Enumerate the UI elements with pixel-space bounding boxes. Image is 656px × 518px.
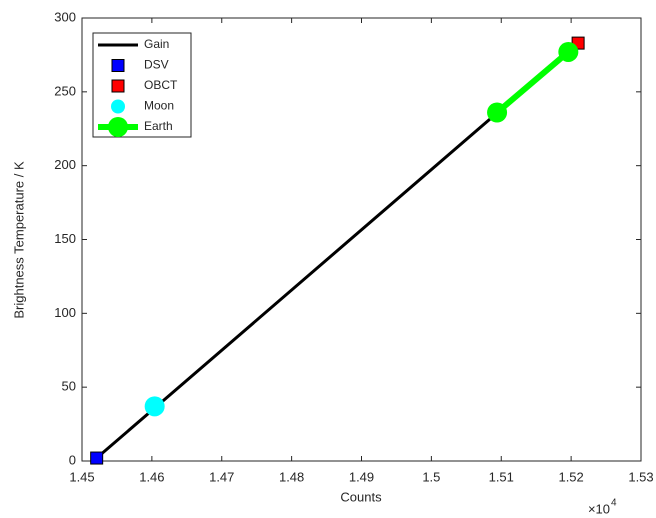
x-tick-label: 1.5 — [422, 469, 440, 484]
x-tick-label: 1.47 — [209, 469, 234, 484]
x-tick-label: 1.48 — [279, 469, 304, 484]
x-tick-label: 1.53 — [628, 469, 653, 484]
circle-marker — [111, 99, 125, 114]
legend-box — [92, 32, 192, 138]
y-tick-label: 50 — [62, 379, 76, 394]
square-marker — [111, 79, 125, 93]
x-exponent: 4 — [611, 498, 617, 509]
circle-marker — [108, 117, 128, 137]
circle-marker — [144, 396, 165, 417]
legend-label: Earth — [144, 119, 173, 133]
y-tick-label: 0 — [69, 452, 76, 467]
legend-label: Gain — [144, 37, 169, 51]
square-marker — [111, 59, 125, 72]
legend-label: DSV — [144, 58, 169, 72]
x-tick-label: 1.46 — [139, 469, 164, 484]
x-tick-label: 1.49 — [349, 469, 374, 484]
x-multiplier: ×10 — [588, 501, 610, 516]
y-tick-label: 100 — [54, 305, 76, 320]
legend-label: OBCT — [144, 78, 178, 92]
series-line — [495, 49, 571, 115]
x-tick-label: 1.52 — [558, 469, 583, 484]
y-tick-label: 250 — [54, 83, 76, 98]
circle-marker — [487, 102, 508, 123]
legend: Gain DSV OBCT Moon Earth — [92, 32, 192, 138]
y-axis-label: Brightness Temperature / K — [11, 161, 26, 319]
y-tick-label: 300 — [54, 9, 76, 24]
circle-marker — [558, 41, 579, 62]
y-tick-label: 150 — [54, 231, 76, 246]
x-tick-label: 1.51 — [489, 469, 514, 484]
y-tick-label: 200 — [54, 157, 76, 172]
legend-label: Moon — [144, 99, 174, 113]
x-tick-label: 1.45 — [69, 469, 94, 484]
square-marker — [90, 451, 104, 465]
x-axis-label: Counts — [340, 489, 382, 504]
